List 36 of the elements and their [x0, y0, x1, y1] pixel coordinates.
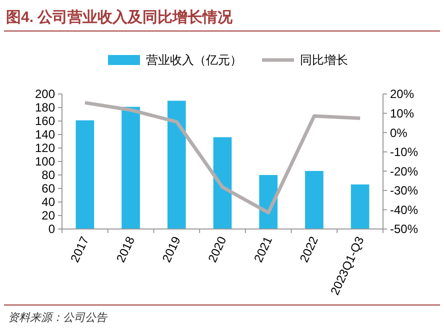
- y-tick-label: 140: [34, 128, 56, 142]
- y-tick-label: 60: [42, 182, 56, 196]
- y-tick-label: 120: [34, 141, 56, 156]
- y-tick-label: 0: [48, 222, 56, 236]
- y-tick-label: 20: [42, 208, 56, 223]
- bar: [167, 100, 186, 229]
- x-tick-label: 2017: [68, 234, 92, 264]
- x-tick-label: 2020: [205, 234, 230, 264]
- x-tick-label: 2021: [251, 234, 276, 264]
- y2-tick-label: -30%: [390, 184, 418, 198]
- bar: [76, 120, 94, 229]
- x-tick-label: 2018: [114, 234, 138, 264]
- y2-tick-label: 0%: [390, 126, 408, 140]
- legend-label: 同比增长: [300, 53, 348, 68]
- chart-title: 图4. 公司营业收入及同比增长情况: [6, 9, 234, 26]
- bar: [213, 137, 232, 229]
- x-tick-label: 2019: [159, 234, 184, 264]
- y2-tick-label: 20%: [390, 87, 414, 102]
- y-tick-label: 200: [34, 87, 56, 102]
- y-tick-label: 40: [42, 195, 56, 210]
- y2-tick-label: -10%: [390, 145, 418, 160]
- legend-label: 营业收入（亿元）: [146, 53, 242, 68]
- x-tick-label: 2022: [296, 234, 322, 264]
- y-tick-label: 180: [34, 100, 56, 115]
- y-tick-label: 80: [42, 168, 56, 182]
- bar: [305, 170, 324, 229]
- bar: [350, 184, 370, 229]
- y2-tick-label: 10%: [390, 106, 414, 120]
- text: 资料来源：公司公告: [8, 311, 108, 324]
- y-tick-label: 100: [34, 154, 56, 169]
- y2-tick-label: -50%: [390, 222, 418, 236]
- y2-tick-label: -20%: [390, 164, 418, 178]
- y2-tick-label: -40%: [390, 202, 418, 217]
- y-tick-label: 160: [34, 114, 56, 128]
- bar: [122, 106, 140, 229]
- line-series: [83, 100, 362, 214]
